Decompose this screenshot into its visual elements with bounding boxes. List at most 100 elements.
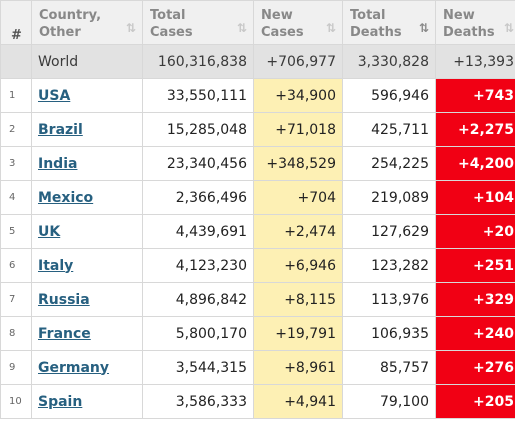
new-deaths-cell: +743 [435, 78, 515, 113]
new-cases-cell: +704 [253, 180, 343, 215]
country-cell: USA [31, 78, 143, 113]
table-row: 5 UK 4,439,691 +2,474 127,629 +20 [0, 214, 515, 249]
sort-icon[interactable]: ⇅ [125, 21, 136, 35]
header-rank-label: # [11, 28, 22, 43]
total-cases-cell: 4,439,691 [142, 214, 254, 249]
new-cases-cell: +71,018 [253, 112, 343, 147]
total-deaths-cell: 127,629 [342, 214, 436, 249]
sort-icon[interactable]: ⇅ [503, 21, 514, 35]
new-cases-cell: +348,529 [253, 146, 343, 181]
total-cases-cell: 23,340,456 [142, 146, 254, 181]
new-deaths-cell: +240 [435, 316, 515, 351]
sort-icon[interactable]: ⇅ [325, 21, 336, 35]
total-deaths-cell: 85,757 [342, 350, 436, 385]
country-cell: Brazil [31, 112, 143, 147]
rank-cell: 8 [0, 316, 32, 351]
total-cases-cell: 33,550,111 [142, 78, 254, 113]
table-row: 9 Germany 3,544,315 +8,961 85,757 +276 [0, 350, 515, 385]
world-total-deaths: 3,330,828 [342, 44, 436, 79]
country-link[interactable]: India [38, 155, 78, 172]
country-link[interactable]: Spain [38, 393, 83, 410]
country-link[interactable]: Italy [38, 257, 74, 274]
table-row: 6 Italy 4,123,230 +6,946 123,282 +251 [0, 248, 515, 283]
new-deaths-cell: +205 [435, 384, 515, 419]
table-row: 7 Russia 4,896,842 +8,115 113,976 +329 [0, 282, 515, 317]
rank-cell: 1 [0, 78, 32, 113]
world-rank-cell [0, 44, 32, 79]
total-cases-cell: 2,366,496 [142, 180, 254, 215]
total-cases-cell: 4,896,842 [142, 282, 254, 317]
header-country[interactable]: Country, Other ⇅ [31, 0, 143, 45]
world-total-cases: 160,316,838 [142, 44, 254, 79]
world-new-deaths: +13,393 [435, 44, 515, 79]
covid-stats-table: # Country, Other ⇅ Total Cases ⇅ New Cas… [0, 0, 515, 419]
total-deaths-cell: 425,711 [342, 112, 436, 147]
country-cell: Mexico [31, 180, 143, 215]
header-rank: # [0, 0, 32, 45]
new-cases-cell: +8,115 [253, 282, 343, 317]
header-new-deaths[interactable]: New Deaths ⇅ [435, 0, 515, 45]
country-link[interactable]: Germany [38, 359, 110, 376]
new-deaths-cell: +20 [435, 214, 515, 249]
sort-icon[interactable]: ⇅ [236, 21, 247, 35]
country-cell: India [31, 146, 143, 181]
new-cases-cell: +6,946 [253, 248, 343, 283]
table-row: 3 India 23,340,456 +348,529 254,225 +4,200 [0, 146, 515, 181]
total-cases-cell: 3,586,333 [142, 384, 254, 419]
total-cases-cell: 3,544,315 [142, 350, 254, 385]
total-deaths-cell: 113,976 [342, 282, 436, 317]
header-new-cases[interactable]: New Cases ⇅ [253, 0, 343, 45]
new-cases-cell: +19,791 [253, 316, 343, 351]
header-total-deaths-label: Total Deaths [350, 8, 402, 40]
header-total-cases[interactable]: Total Cases ⇅ [142, 0, 254, 45]
country-link[interactable]: Russia [38, 291, 90, 308]
country-cell: Italy [31, 248, 143, 283]
rank-cell: 2 [0, 112, 32, 147]
header-total-deaths[interactable]: Total Deaths ⇅ [342, 0, 436, 45]
total-deaths-cell: 123,282 [342, 248, 436, 283]
country-cell: Germany [31, 350, 143, 385]
total-deaths-cell: 106,935 [342, 316, 436, 351]
table-row: 10 Spain 3,586,333 +4,941 79,100 +205 [0, 384, 515, 419]
header-new-cases-label: New Cases [261, 8, 304, 40]
rank-cell: 5 [0, 214, 32, 249]
country-cell: France [31, 316, 143, 351]
world-name: World [31, 44, 143, 79]
rank-cell: 7 [0, 282, 32, 317]
country-link[interactable]: France [38, 325, 91, 342]
table-row: 2 Brazil 15,285,048 +71,018 425,711 +2,275 [0, 112, 515, 147]
country-link[interactable]: USA [38, 87, 71, 104]
header-new-deaths-label: New Deaths [443, 8, 495, 40]
total-cases-cell: 4,123,230 [142, 248, 254, 283]
world-row: World 160,316,838 +706,977 3,330,828 +13… [0, 44, 515, 79]
country-cell: Spain [31, 384, 143, 419]
header-country-label: Country, Other [39, 8, 102, 40]
country-link[interactable]: Mexico [38, 189, 94, 206]
world-new-cases: +706,977 [253, 44, 343, 79]
header-row: # Country, Other ⇅ Total Cases ⇅ New Cas… [0, 0, 515, 45]
country-link[interactable]: UK [38, 223, 61, 240]
table-row: 8 France 5,800,170 +19,791 106,935 +240 [0, 316, 515, 351]
new-cases-cell: +2,474 [253, 214, 343, 249]
total-deaths-cell: 219,089 [342, 180, 436, 215]
rank-cell: 10 [0, 384, 32, 419]
table-row: 1 USA 33,550,111 +34,900 596,946 +743 [0, 78, 515, 113]
rank-cell: 6 [0, 248, 32, 283]
new-cases-cell: +4,941 [253, 384, 343, 419]
country-cell: Russia [31, 282, 143, 317]
new-deaths-cell: +4,200 [435, 146, 515, 181]
new-cases-cell: +8,961 [253, 350, 343, 385]
sort-active-icon[interactable]: ⇅ [418, 21, 429, 35]
total-deaths-cell: 79,100 [342, 384, 436, 419]
new-cases-cell: +34,900 [253, 78, 343, 113]
country-cell: UK [31, 214, 143, 249]
new-deaths-cell: +2,275 [435, 112, 515, 147]
country-link[interactable]: Brazil [38, 121, 83, 138]
rank-cell: 4 [0, 180, 32, 215]
total-deaths-cell: 596,946 [342, 78, 436, 113]
new-deaths-cell: +329 [435, 282, 515, 317]
new-deaths-cell: +104 [435, 180, 515, 215]
new-deaths-cell: +276 [435, 350, 515, 385]
total-cases-cell: 15,285,048 [142, 112, 254, 147]
table-row: 4 Mexico 2,366,496 +704 219,089 +104 [0, 180, 515, 215]
